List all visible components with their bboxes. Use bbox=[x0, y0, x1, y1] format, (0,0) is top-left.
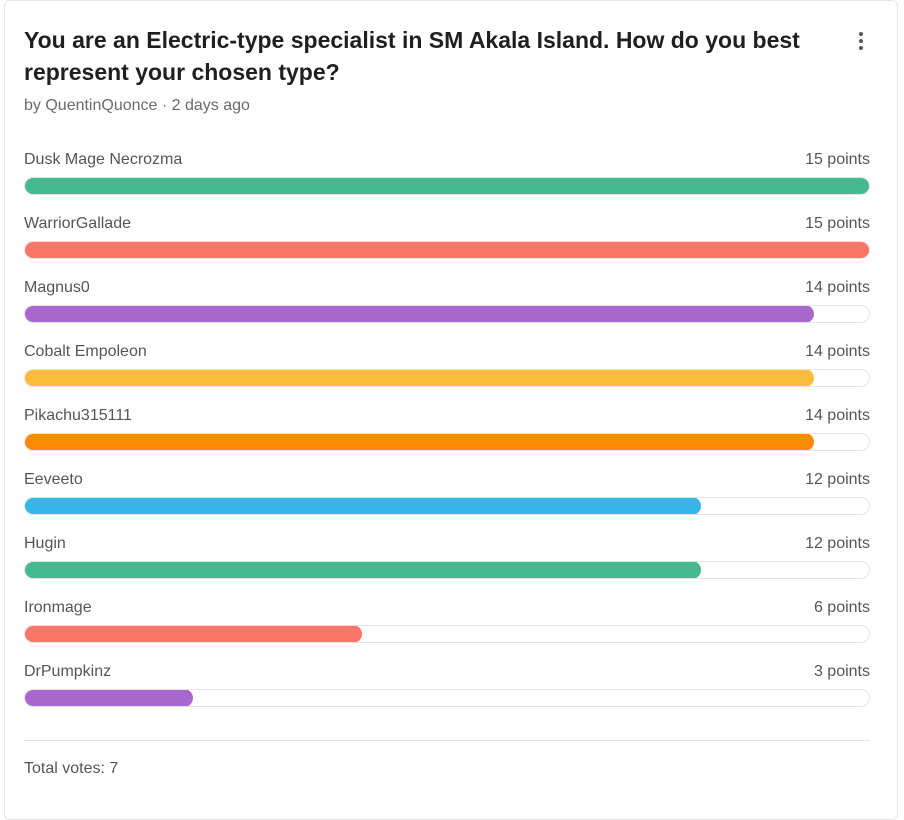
more-vertical-icon-dot bbox=[859, 39, 863, 43]
poll-option-header: Pikachu315111 14 points bbox=[24, 406, 870, 426]
poll-option-header: Eeveeto 12 points bbox=[24, 470, 870, 490]
poll-bar-track bbox=[24, 561, 870, 579]
poll-option-header: WarriorGallade 15 points bbox=[24, 214, 870, 234]
divider bbox=[24, 740, 870, 741]
poll-option-label: Dusk Mage Necrozma bbox=[24, 151, 183, 168]
poll-bar-fill bbox=[25, 178, 869, 194]
poll-option-points: 12 points bbox=[805, 535, 870, 552]
poll-option-label: DrPumpkinz bbox=[24, 663, 112, 680]
poll-option: Eeveeto 12 points bbox=[24, 470, 870, 534]
poll-bar-track bbox=[24, 241, 870, 259]
poll-option-label: WarriorGallade bbox=[24, 215, 131, 232]
poll-option-label: Pikachu315111 bbox=[24, 407, 132, 424]
poll-option-header: Ironmage 6 points bbox=[24, 598, 870, 618]
more-vertical-icon bbox=[859, 32, 863, 36]
more-options-button[interactable] bbox=[851, 28, 871, 54]
poll-option-label: Magnus0 bbox=[24, 279, 90, 296]
poll-bar-track bbox=[24, 625, 870, 643]
poll-option-label: Eeveeto bbox=[24, 471, 83, 488]
poll-bar-fill bbox=[25, 242, 869, 258]
poll-option-points: 12 points bbox=[805, 471, 870, 488]
poll-bar-track bbox=[24, 433, 870, 451]
poll-bar-track bbox=[24, 177, 870, 195]
poll-title: You are an Electric-type specialist in S… bbox=[24, 27, 800, 85]
poll-bar-fill bbox=[25, 306, 814, 322]
poll-options: Dusk Mage Necrozma 15 points WarriorGallad… bbox=[24, 150, 870, 726]
poll-meta: by QuentinQuonce · 2 days ago bbox=[24, 97, 250, 114]
poll-option-label: Cobalt Empoleon bbox=[24, 343, 147, 360]
poll-option: Pikachu315111 14 points bbox=[24, 406, 870, 470]
poll-bar-fill bbox=[25, 626, 362, 642]
total-votes: Total votes: 7 bbox=[24, 760, 119, 777]
poll-option-points: 6 points bbox=[813, 599, 870, 616]
poll-option: Dusk Mage Necrozma 15 points bbox=[24, 150, 870, 214]
poll-option: WarriorGallade 15 points bbox=[24, 214, 870, 278]
poll-option-points: 14 points bbox=[805, 343, 870, 360]
poll-option-header: Cobalt Empoleon 14 points bbox=[24, 342, 870, 362]
poll-bar-fill bbox=[25, 562, 701, 578]
more-vertical-icon-dot bbox=[859, 46, 863, 50]
poll-bar-track bbox=[24, 689, 870, 707]
poll-bar-fill bbox=[25, 434, 814, 450]
poll-option: Magnus0 14 points bbox=[24, 278, 870, 342]
poll-header: You are an Electric-type specialist in S… bbox=[24, 24, 854, 115]
poll-option-header: Hugin 12 points bbox=[24, 534, 870, 554]
poll-option-label: Ironmage bbox=[24, 599, 92, 616]
poll-bar-fill bbox=[25, 690, 193, 706]
poll-option-points: 15 points bbox=[805, 215, 870, 232]
poll-bar-track bbox=[24, 369, 870, 387]
poll-option-points: 15 points bbox=[805, 151, 870, 168]
poll-option-points: 3 points bbox=[813, 663, 870, 680]
poll-option-header: Magnus0 14 points bbox=[24, 278, 870, 298]
poll-option: Hugin 12 points bbox=[24, 534, 870, 598]
poll-option-points: 14 points bbox=[805, 279, 870, 296]
poll-bar-fill bbox=[25, 370, 814, 386]
poll-option-points: 14 points bbox=[805, 407, 870, 424]
poll-option-header: DrPumpkinz 3 points bbox=[24, 662, 870, 682]
poll-bar-track bbox=[24, 497, 870, 515]
poll-bar-fill bbox=[25, 498, 701, 514]
poll-card bbox=[4, 0, 898, 820]
poll-option: Ironmage 6 points bbox=[24, 598, 870, 662]
poll-option: Cobalt Empoleon 14 points bbox=[24, 342, 870, 406]
poll-bar-track bbox=[24, 305, 870, 323]
poll-option: DrPumpkinz 3 points bbox=[24, 662, 870, 726]
poll-option-label: Hugin bbox=[24, 535, 66, 552]
poll-option-header: Dusk Mage Necrozma 15 points bbox=[24, 150, 870, 170]
